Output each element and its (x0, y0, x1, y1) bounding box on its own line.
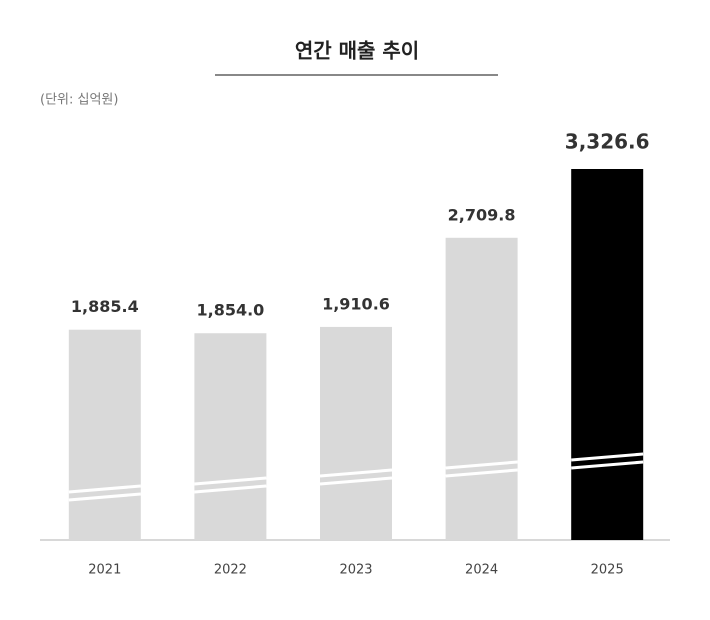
value-label: 1,910.6 (322, 294, 390, 313)
value-label: 1,854.0 (196, 301, 264, 320)
axis-break (319, 476, 393, 486)
axis-break (319, 468, 393, 478)
unit-label: (단위: 십억원) (40, 93, 118, 108)
value-label: 3,326.6 (565, 130, 650, 154)
axis-break (68, 484, 141, 494)
axis-break (445, 460, 518, 470)
axis-break (571, 452, 644, 462)
value-label: 2,709.8 (448, 205, 516, 224)
axis-break (68, 492, 141, 502)
bar (194, 333, 267, 540)
value-label: 1,885.4 (71, 297, 139, 316)
axis-break (571, 460, 644, 470)
chart-title: 연간 매출 추이 (295, 39, 419, 63)
axis-break (194, 484, 267, 494)
bar (320, 326, 392, 540)
x-tick-label: 2024 (465, 563, 498, 578)
x-tick-label: 2023 (339, 563, 372, 578)
axis-break (194, 476, 267, 486)
x-tick-label: 2022 (214, 563, 247, 578)
axis-break (445, 468, 518, 478)
bar (445, 237, 518, 540)
x-tick-label: 2025 (591, 563, 624, 578)
bar (571, 169, 644, 540)
bar (68, 329, 141, 540)
x-tick-label: 2021 (88, 563, 121, 578)
